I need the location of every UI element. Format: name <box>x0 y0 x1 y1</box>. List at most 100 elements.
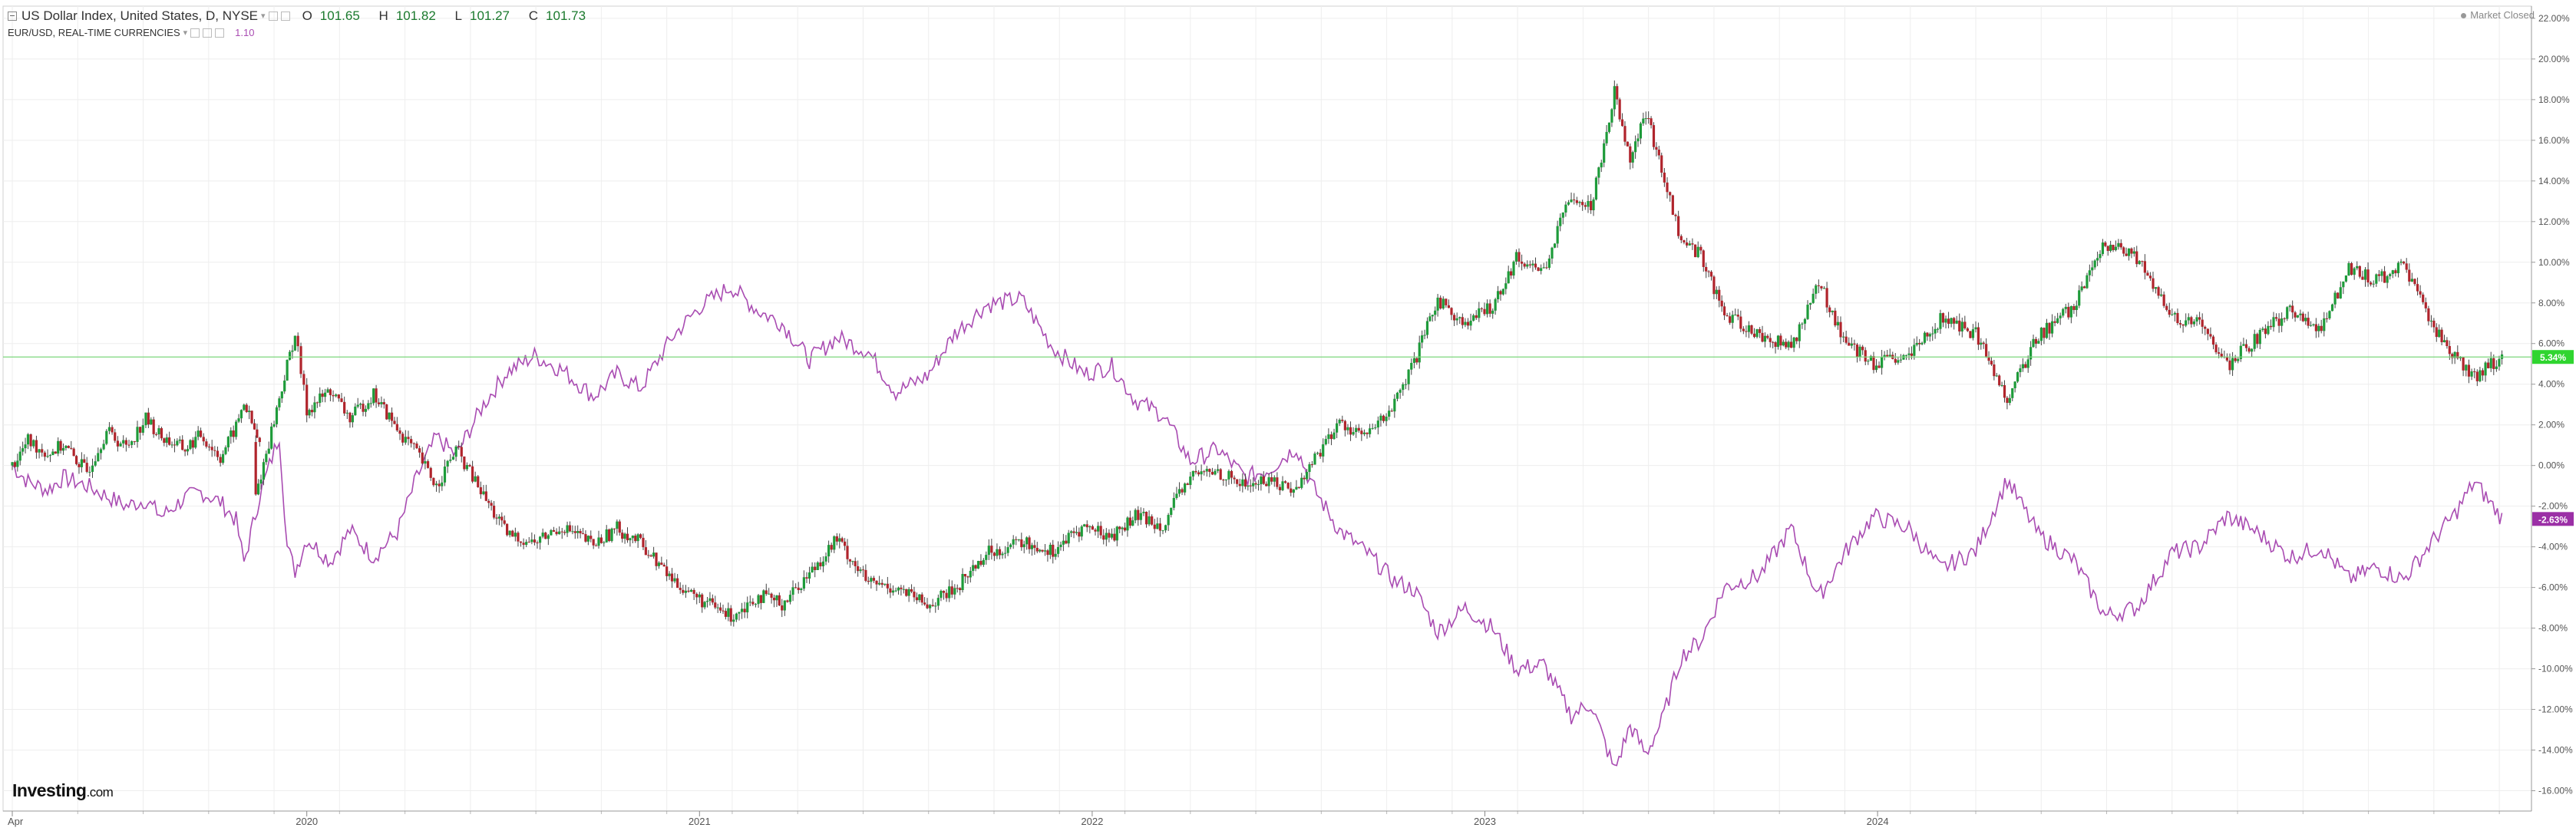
candle <box>634 536 637 542</box>
candle <box>1669 192 1672 196</box>
candle <box>1374 427 1377 429</box>
close-label: C <box>528 8 539 23</box>
candle <box>2234 358 2237 361</box>
candle <box>1578 202 1581 203</box>
candle <box>235 421 238 437</box>
candle <box>2465 364 2468 371</box>
candle <box>2438 329 2441 338</box>
candle <box>2403 261 2406 264</box>
candle <box>2095 258 2099 261</box>
candle <box>830 545 833 550</box>
candle <box>558 531 561 535</box>
candle <box>2242 344 2245 346</box>
candle <box>1012 539 1015 545</box>
open-value: 101.65 <box>319 8 360 23</box>
eurusd-line[interactable] <box>12 284 2503 767</box>
candle <box>296 335 299 347</box>
candle <box>1822 288 1826 289</box>
candle <box>797 587 800 591</box>
candle <box>1660 155 1663 173</box>
candle <box>1817 285 1820 286</box>
candle <box>1343 420 1346 430</box>
candle <box>2435 327 2438 338</box>
candle <box>2389 274 2392 276</box>
candle <box>2003 384 2006 398</box>
candle <box>243 404 246 411</box>
candle <box>1431 315 1434 317</box>
candle <box>1858 346 1861 358</box>
candle <box>934 605 937 607</box>
candle <box>1886 354 1889 357</box>
candle <box>1523 263 1526 267</box>
candle <box>1934 328 1937 334</box>
candle <box>714 602 717 608</box>
investing-logo[interactable]: Investing.com <box>12 780 114 801</box>
visibility-icon[interactable] <box>268 12 278 21</box>
remove-icon[interactable] <box>215 28 225 38</box>
candle <box>915 597 918 601</box>
candle <box>662 565 665 567</box>
candle <box>88 471 91 473</box>
y-tick-label: -2.00% <box>2538 501 2568 512</box>
candle <box>326 389 329 393</box>
legend: US Dollar Index, United States, D, NYSE … <box>8 8 601 40</box>
y-tick-label: -4.00% <box>2538 542 2568 552</box>
candle <box>1148 516 1151 525</box>
collapse-legend-icon[interactable] <box>8 12 17 21</box>
candle <box>974 565 977 569</box>
candle <box>649 555 652 557</box>
candle <box>1499 291 1502 295</box>
candle <box>816 562 819 570</box>
candle <box>1966 328 1969 331</box>
candle <box>2160 294 2163 296</box>
candle <box>1434 310 1437 315</box>
candle <box>1696 246 1699 258</box>
caret-down-icon[interactable]: ▾ <box>183 28 188 38</box>
candle <box>1855 345 1859 358</box>
candle <box>1236 479 1239 484</box>
caret-down-icon[interactable]: ▾ <box>261 12 266 21</box>
candle <box>1085 524 1088 528</box>
candle <box>846 546 849 559</box>
candle <box>1936 328 1940 330</box>
candle <box>2064 306 2067 309</box>
visibility-icon[interactable] <box>190 28 200 38</box>
candle <box>395 424 398 430</box>
y-tick-label: -12.00% <box>2538 704 2573 715</box>
legend-main-title[interactable]: US Dollar Index, United States, D, NYSE <box>21 8 259 23</box>
candle <box>1458 317 1461 318</box>
candle <box>1088 526 1091 528</box>
settings-icon[interactable] <box>280 12 290 21</box>
y-tick-label: 16.00% <box>2538 135 2570 146</box>
candle <box>945 592 948 599</box>
candle <box>2286 307 2289 319</box>
candle <box>2104 242 2107 246</box>
candle <box>1352 432 1355 435</box>
candle <box>1755 329 1759 338</box>
candle <box>1501 289 1504 295</box>
low-label: L <box>454 8 463 23</box>
candle <box>293 335 296 351</box>
candle <box>1518 252 1521 262</box>
candle <box>479 486 482 495</box>
candle <box>2201 319 2204 327</box>
legend-sub-title[interactable]: EUR/USD, REAL-TIME CURRENCIES <box>8 27 180 38</box>
candle <box>560 531 563 533</box>
candle <box>1461 317 1464 325</box>
candle <box>2088 270 2091 275</box>
candle <box>1592 199 1595 210</box>
candle <box>1605 131 1608 143</box>
candle <box>130 441 134 445</box>
close-value: 101.73 <box>546 8 586 23</box>
candle <box>280 391 283 399</box>
candle <box>2043 328 2046 338</box>
candle <box>762 590 765 603</box>
candle <box>1839 322 1842 338</box>
candle <box>2363 269 2367 280</box>
y-tick-label: 0.00% <box>2538 460 2564 471</box>
candle <box>1210 471 1214 475</box>
candle <box>1167 515 1170 526</box>
settings-icon[interactable] <box>203 28 213 38</box>
